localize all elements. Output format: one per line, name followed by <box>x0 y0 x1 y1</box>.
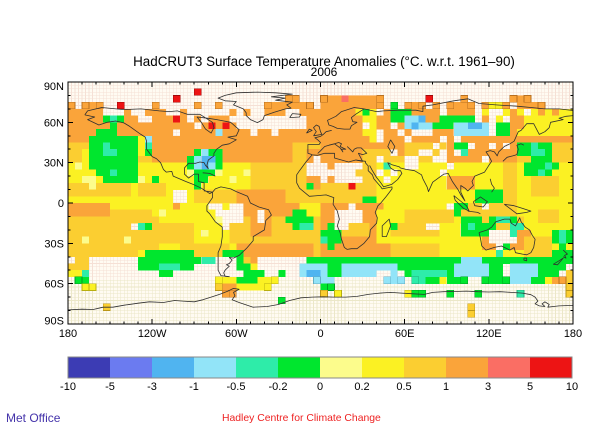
svg-text:30N: 30N <box>44 158 64 170</box>
svg-text:-0.5: -0.5 <box>227 381 246 393</box>
svg-text:60N: 60N <box>44 117 64 129</box>
svg-text:Met Office: Met Office <box>6 411 61 425</box>
svg-text:60E: 60E <box>395 328 415 340</box>
svg-text:0: 0 <box>58 198 64 210</box>
svg-text:-5: -5 <box>105 381 115 393</box>
svg-text:1: 1 <box>443 381 449 393</box>
svg-text:0: 0 <box>317 381 323 393</box>
svg-text:60W: 60W <box>225 328 248 340</box>
svg-text:HadCRUT3 Surface Temperature A: HadCRUT3 Surface Temperature Anomalies (… <box>133 54 515 69</box>
svg-text:180: 180 <box>564 328 582 340</box>
svg-text:5: 5 <box>527 381 533 393</box>
svg-text:90N: 90N <box>44 81 64 93</box>
svg-text:-3: -3 <box>147 381 157 393</box>
svg-text:30S: 30S <box>44 238 64 250</box>
svg-text:0: 0 <box>317 328 323 340</box>
svg-text:90S: 90S <box>44 316 64 328</box>
svg-text:3: 3 <box>485 381 491 393</box>
svg-text:10: 10 <box>566 381 578 393</box>
svg-text:-0.2: -0.2 <box>269 381 288 393</box>
svg-text:120W: 120W <box>138 328 167 340</box>
svg-text:-1: -1 <box>189 381 199 393</box>
svg-text:60S: 60S <box>44 279 64 291</box>
svg-text:0.5: 0.5 <box>396 381 411 393</box>
svg-text:Hadley Centre for Climate Chan: Hadley Centre for Climate Change <box>222 413 381 424</box>
svg-text:180: 180 <box>59 328 77 340</box>
svg-text:-10: -10 <box>60 381 76 393</box>
svg-text:0.2: 0.2 <box>354 381 369 393</box>
svg-text:120E: 120E <box>476 328 502 340</box>
svg-text:2006: 2006 <box>311 65 338 79</box>
